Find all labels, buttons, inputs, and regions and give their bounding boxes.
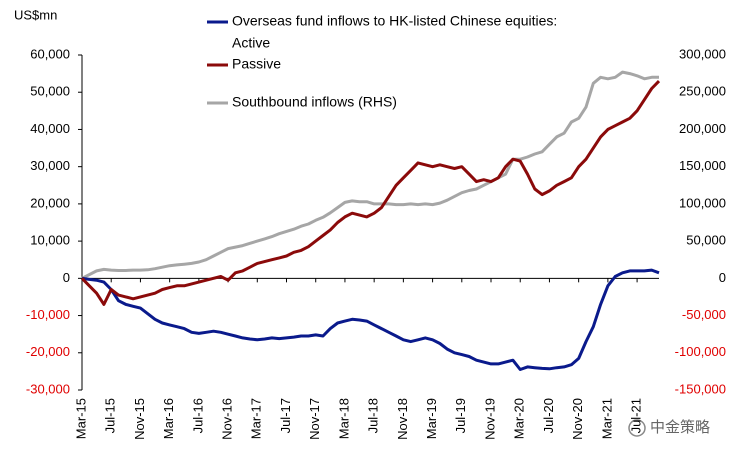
y2-tick-label: 100,000 (679, 195, 726, 210)
x-tick-label: Jul-15 (103, 398, 118, 433)
x-tick-label: Nov-15 (132, 398, 147, 440)
y2-tick-label: 0 (719, 270, 726, 285)
legend: Overseas fund inflows to HK-listed Chine… (207, 13, 557, 110)
x-tick-label: Nov-16 (220, 398, 235, 440)
x-tick-label: Jul-16 (190, 398, 205, 433)
x-tick-label: Nov-19 (482, 398, 497, 440)
x-tick-label: Mar-17 (249, 398, 264, 439)
y2-tick-label: 300,000 (679, 46, 726, 61)
x-tick-label: Mar-15 (73, 398, 88, 439)
x-tick-label: Mar-18 (336, 398, 351, 439)
y2-tick-label: 250,000 (679, 84, 726, 99)
legend-label: Southbound inflows (RHS) (232, 94, 397, 110)
legend-title: Overseas fund inflows to HK-listed Chine… (232, 13, 557, 29)
x-tick-label: Nov-18 (395, 398, 410, 440)
y2-tick-label: 150,000 (679, 158, 726, 173)
x-tick-label: Nov-17 (307, 398, 322, 440)
x-tick-label: Mar-19 (424, 398, 439, 439)
y-tick-label: 60,000 (30, 46, 70, 61)
y-tick-label: -10,000 (26, 307, 70, 322)
y-tick-label: -20,000 (26, 344, 70, 359)
series-line (81, 268, 660, 371)
x-tick-label: Jul-20 (541, 398, 556, 433)
x-tick-label: Jul-18 (366, 398, 381, 433)
y-axis-label: US$mn (14, 7, 57, 22)
y-tick-label: 10,000 (30, 233, 70, 248)
y-tick-label: 50,000 (30, 84, 70, 99)
x-tick-label: Jul-17 (278, 398, 293, 433)
series-line (80, 80, 661, 306)
x-tick-label: Jul-21 (629, 398, 644, 433)
y-tick-label: -30,000 (26, 381, 70, 396)
legend-label: Active (232, 35, 270, 51)
x-tick-label: Mar-21 (599, 398, 614, 439)
x-tick-label: Mar-16 (161, 398, 176, 439)
y-tick-label: 20,000 (30, 195, 70, 210)
legend-label: Passive (232, 56, 281, 72)
y-tick-label: 30,000 (30, 158, 70, 173)
x-tick-label: Jul-19 (453, 398, 468, 433)
y2-tick-label: -100,000 (675, 344, 726, 359)
y2-tick-label: -150,000 (675, 381, 726, 396)
y2-tick-label: 50,000 (686, 233, 726, 248)
watermark-icon (628, 419, 646, 437)
watermark-text: 中金策略 (650, 419, 710, 436)
x-tick-label: Mar-20 (512, 398, 527, 439)
series-line (81, 70, 659, 280)
y-tick-label: 0 (63, 270, 70, 285)
watermark: 中金策略 (628, 419, 710, 437)
x-tick-label: Nov-20 (570, 398, 585, 440)
y2-tick-label: 200,000 (679, 121, 726, 136)
y2-tick-label: -50,000 (682, 307, 726, 322)
y-tick-label: 40,000 (30, 121, 70, 136)
